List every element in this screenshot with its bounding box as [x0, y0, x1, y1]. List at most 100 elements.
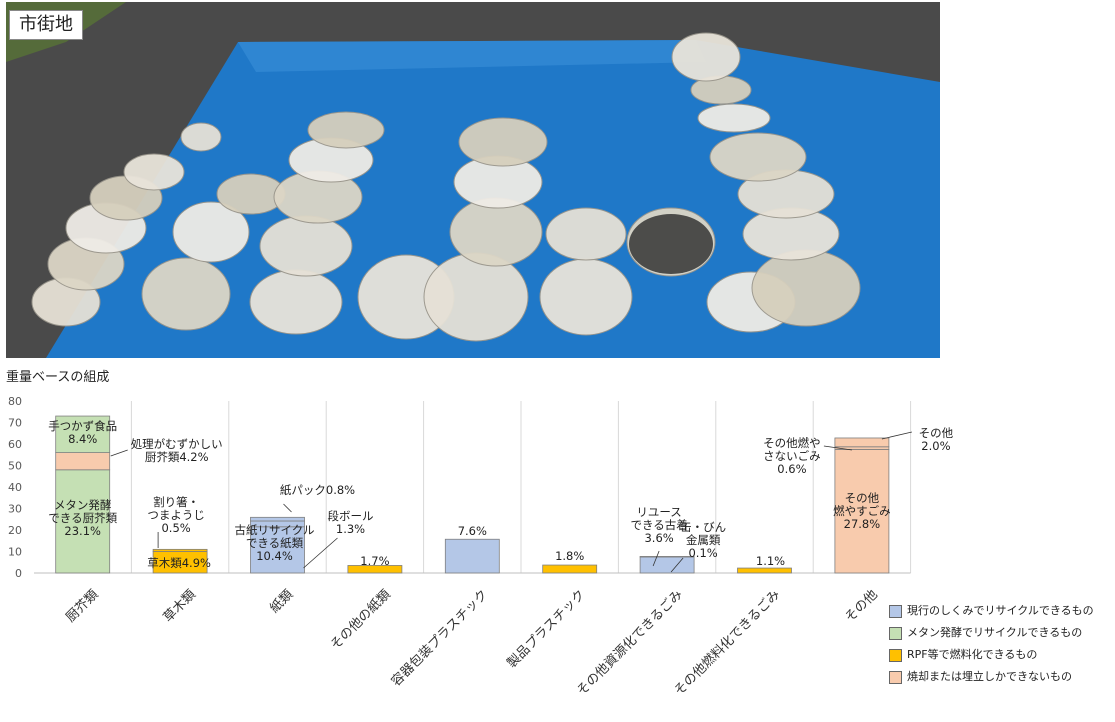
- x-tick-label: その他: [843, 587, 881, 625]
- garbage-bag-group: [31, 32, 861, 342]
- garbage-bag: [697, 103, 771, 133]
- data-label: 処理がむずかしい: [131, 437, 223, 451]
- y-tick-label: 80: [8, 395, 22, 408]
- garbage-bag: [141, 257, 231, 331]
- garbage-bags-photo-illustration: [6, 2, 940, 358]
- leader-line: [670, 557, 684, 573]
- data-label: 10.4%: [256, 549, 293, 563]
- legend-item: RPF等で燃料化できるもの: [889, 648, 1113, 662]
- data-label: リユース: [636, 505, 681, 519]
- data-label: 段ボール: [328, 509, 374, 523]
- bar-segment: [444, 538, 500, 574]
- data-label: 草木類4.9%: [147, 556, 211, 570]
- leader-line: [881, 431, 912, 440]
- data-label: 2.0%: [921, 439, 950, 453]
- data-label: できる紙類: [246, 536, 304, 550]
- chart-subtitle: 重量ベースの組成: [6, 370, 110, 385]
- garbage-bag: [172, 201, 250, 263]
- y-tick-label: 30: [8, 503, 22, 516]
- chart-grid: [130, 401, 912, 573]
- leader-line: [283, 503, 292, 513]
- garbage-bag: [259, 215, 353, 277]
- data-label: その他燃や: [763, 436, 821, 450]
- y-tick-label: 20: [8, 524, 22, 537]
- garbage-bag: [751, 249, 861, 327]
- data-label: 燃やすごみ: [833, 504, 891, 518]
- y-tick-label: 70: [8, 417, 22, 430]
- bar-segment: [55, 415, 111, 453]
- y-tick-label: 10: [8, 546, 22, 559]
- data-label: 金属類: [686, 533, 721, 547]
- data-label: その他: [845, 491, 880, 505]
- bar-segment: [55, 469, 111, 574]
- x-tick-label: その他資源化できるごみ: [574, 587, 686, 699]
- data-label: 7.6%: [458, 524, 487, 538]
- bar-segment: [250, 526, 305, 574]
- legend-label: メタン発酵でリサイクルできるもの: [907, 626, 1083, 639]
- legend-swatch: [889, 605, 902, 618]
- legend-label: RPF等で燃料化できるもの: [907, 648, 1038, 661]
- leader-line: [110, 449, 128, 457]
- y-tick-label: 50: [8, 460, 22, 473]
- legend-item: 焼却または埋立しかできないもの: [889, 670, 1113, 684]
- bar-segment: [639, 556, 695, 574]
- x-tick-label: 草木類: [161, 587, 199, 625]
- data-label: 0.1%: [688, 546, 717, 560]
- data-label: できる古着: [630, 518, 687, 532]
- data-label: 0.5%: [161, 521, 190, 535]
- legend-item: 現行のしくみでリサイクルできるもの: [889, 604, 1113, 618]
- data-label: 手つかず食品: [48, 419, 117, 433]
- bar-segment: [55, 452, 111, 471]
- legend-label: 焼却または埋立しかできないもの: [907, 670, 1072, 683]
- dark-garbage-bag: [629, 214, 713, 274]
- bar-segment: [737, 567, 792, 574]
- garbage-photo: 市街地: [6, 2, 940, 358]
- y-tick-label: 60: [8, 438, 22, 451]
- x-tick-label: 容器包装プラスチック: [388, 587, 491, 690]
- data-label: 缶・びん: [680, 520, 726, 534]
- leader-line: [652, 550, 660, 567]
- garbage-bag: [539, 258, 633, 336]
- leader-line: [823, 445, 852, 451]
- bar-segment: [250, 516, 305, 522]
- x-tick-label: 製品プラスチック: [505, 587, 589, 671]
- garbage-bag: [545, 207, 627, 261]
- bar-segment: [834, 448, 890, 574]
- data-label: その他: [919, 426, 954, 440]
- data-label: つまようじ: [147, 508, 205, 522]
- x-tick-label: その他の紙類: [328, 587, 394, 653]
- data-label: 割り箸・: [153, 495, 199, 509]
- chart-bars: [55, 415, 890, 574]
- garbage-bag: [307, 111, 385, 149]
- data-label: 厨芥類4.2%: [145, 450, 209, 464]
- data-label: メタン発酵: [54, 498, 112, 512]
- data-label: 3.6%: [644, 531, 673, 545]
- bar-segment: [834, 437, 890, 448]
- data-label: 1.7%: [360, 554, 389, 568]
- tarp-highlight: [238, 40, 706, 72]
- garbage-bag: [423, 252, 529, 342]
- garbage-bag: [458, 117, 548, 167]
- garbage-bag: [249, 269, 343, 335]
- data-label: さないごみ: [763, 449, 821, 463]
- photo-location-label: 市街地: [9, 10, 83, 40]
- data-label: 23.1%: [64, 524, 101, 538]
- data-label: 8.4%: [68, 432, 97, 446]
- legend-item: メタン発酵でリサイクルできるもの: [889, 626, 1113, 640]
- data-label: 1.8%: [555, 549, 584, 563]
- legend-label: 現行のしくみでリサイクルできるもの: [907, 604, 1094, 617]
- legend-swatch: [889, 671, 902, 684]
- bar-segment: [152, 548, 208, 552]
- data-label: 0.6%: [777, 462, 806, 476]
- data-label: 紙パック0.8%: [280, 483, 355, 497]
- bar-segment: [639, 556, 695, 558]
- data-label: できる厨芥類: [48, 511, 117, 525]
- data-label: 1.1%: [756, 554, 785, 568]
- y-tick-label: 0: [15, 567, 22, 580]
- garbage-bag: [709, 132, 807, 182]
- leader-line: [303, 537, 338, 569]
- y-tick-label: 40: [8, 481, 22, 494]
- stacked-bar-chart: 0 10 20 30 40 50 60 70 80 厨芥類 草木類 紙類 その他の紙類容器包装プラスチ…: [8, 395, 954, 699]
